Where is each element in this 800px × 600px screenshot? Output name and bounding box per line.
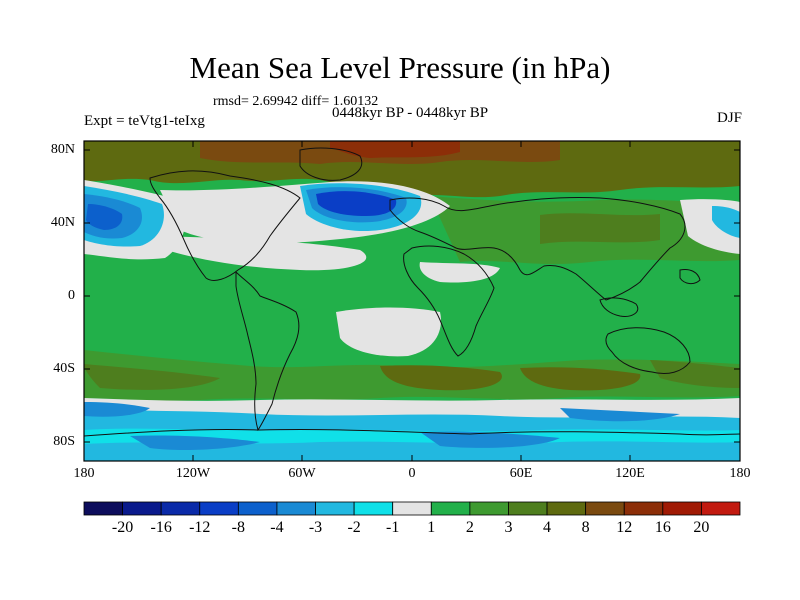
colorbar-label: 2 [465, 519, 474, 536]
colorbar-label: 12 [616, 519, 633, 536]
colorbar-label: -4 [270, 519, 284, 536]
period-label: 0448kyr BP - 0448kyr BP [331, 105, 489, 121]
colorbar-swatch [83, 501, 123, 516]
colorbar-swatch [430, 501, 471, 516]
pressure-field [84, 141, 740, 461]
colorbar-swatch [585, 501, 625, 516]
axis-ticks [84, 141, 740, 461]
x-tick-label: 180 [73, 466, 95, 481]
colorbar-swatch [662, 501, 702, 516]
colorbar-label: 3 [504, 519, 513, 536]
colorbar-swatch [276, 501, 316, 516]
chart-title: Mean Sea Level Pressure (in hPa) [189, 50, 611, 85]
colorbar-label: 4 [543, 519, 552, 536]
season-label: DJF [716, 110, 742, 126]
colorbar-swatch [353, 501, 394, 516]
experiment-label: Expt = teVtg1-teIxg [84, 113, 205, 129]
x-tick-label: 180 [729, 466, 751, 481]
y-tick-label: 40S [53, 361, 75, 376]
colorbar-swatch [701, 501, 741, 516]
colorbar-swatch [508, 501, 548, 516]
y-tick-label: 80S [53, 434, 75, 449]
colorbar-label: -2 [347, 519, 361, 536]
colorbar-swatch [122, 501, 162, 516]
colorbar-swatch [199, 501, 239, 516]
y-tick-label: 0 [68, 288, 75, 303]
colorbar-swatch [315, 501, 355, 516]
stats-label: rmsd= 2.69942 diff= 1.60132 [213, 94, 379, 109]
y-tick-label: 40N [50, 215, 75, 230]
colorbar-swatch [546, 501, 587, 516]
colorbar-label: -3 [308, 519, 323, 536]
colorbar-label: 1 [427, 519, 436, 536]
colorbar-label: -8 [231, 519, 245, 536]
x-tick-label: 120E [615, 466, 645, 481]
y-tick-label: 80N [50, 142, 75, 157]
colorbar-swatch [160, 501, 201, 516]
colorbar-label: -1 [386, 519, 400, 536]
colorbar-swatch [237, 501, 278, 516]
coastlines [84, 147, 740, 437]
colorbar-label: -12 [189, 519, 211, 536]
x-tick-label: 120W [175, 466, 211, 481]
colorbar-swatch [469, 501, 509, 516]
colorbar-label: 20 [693, 519, 710, 536]
colorbar-label: 16 [654, 519, 671, 536]
x-tick-label: 60W [288, 466, 316, 481]
colorbar-label: 8 [581, 519, 590, 536]
colorbar-label: -16 [150, 519, 172, 536]
x-tick-label: 0 [408, 466, 416, 481]
colorbar [83, 501, 741, 516]
colorbar-swatch [623, 501, 664, 516]
colorbar-swatch [392, 501, 432, 516]
colorbar-label: -20 [111, 519, 134, 536]
x-tick-label: 60E [509, 466, 533, 481]
